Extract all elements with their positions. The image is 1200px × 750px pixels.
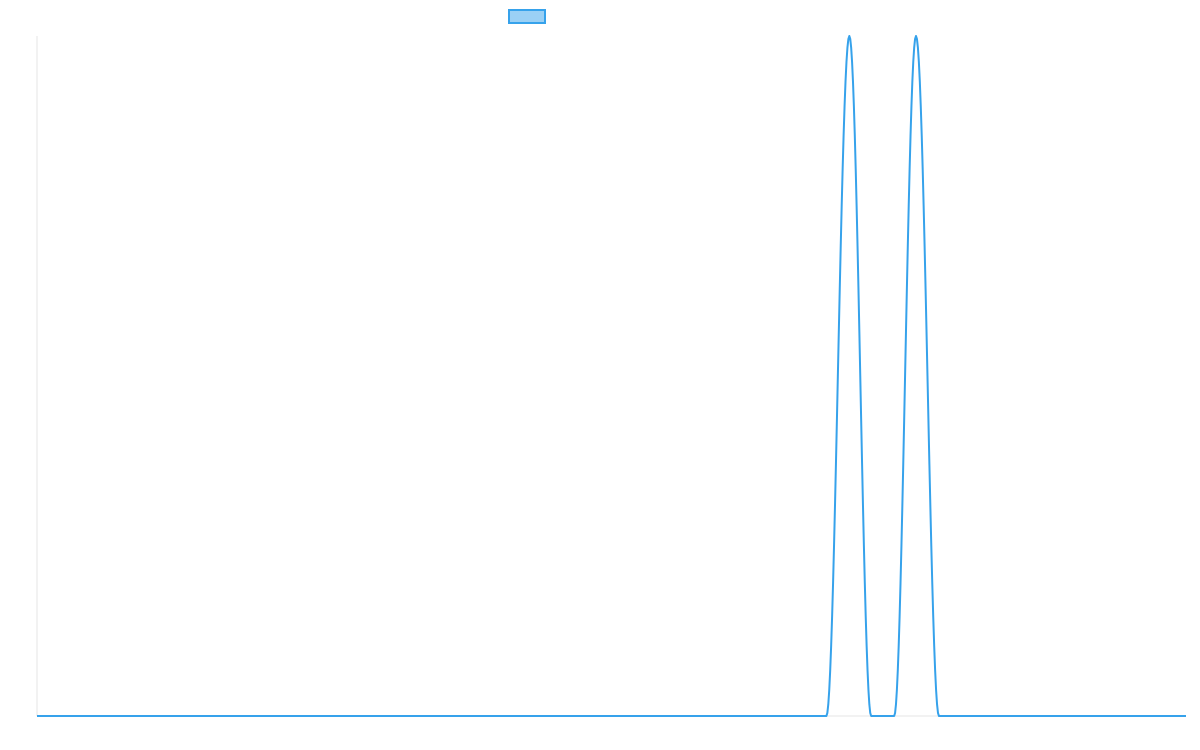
legend[interactable] xyxy=(508,9,552,24)
legend-swatch[interactable] xyxy=(508,9,546,24)
series-line[interactable] xyxy=(37,35,1186,717)
